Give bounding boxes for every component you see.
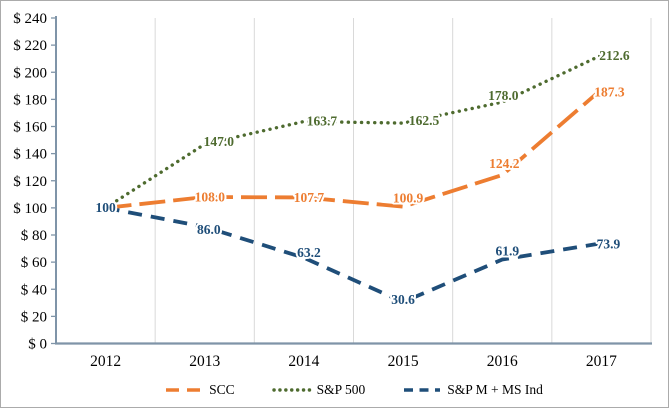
series-line-s-p-500 — [103, 53, 604, 210]
x-tick-label: 2017 — [586, 353, 617, 370]
y-tick-label: $ 140 — [13, 147, 47, 163]
legend-marker-sp-m-ms-ind-line — [404, 388, 441, 392]
data-label: 30.6 — [391, 292, 415, 307]
x-tick-label: 2012 — [90, 353, 121, 370]
y-tick-label: $ 220 — [13, 38, 47, 54]
y-tick-label: $ 20 — [21, 309, 47, 325]
data-label: 124.2 — [489, 156, 520, 171]
series-line-scc — [105, 88, 603, 210]
legend-item-scc: SCC — [164, 383, 235, 397]
y-tick-label: $ 100 — [13, 201, 47, 217]
data-label: 162.5 — [409, 113, 440, 128]
data-label: 61.9 — [495, 244, 519, 259]
y-tick-label: $ 240 — [13, 11, 47, 27]
y-tick-label: $ 200 — [13, 65, 47, 81]
data-label: 86.0 — [197, 222, 221, 237]
x-tick-label: 2014 — [288, 353, 319, 370]
y-tick-label: $ 120 — [13, 174, 47, 190]
y-tick-label: $ 60 — [21, 255, 47, 271]
data-label: 108.0 — [195, 190, 226, 205]
series-line-s-p-m-ms-ind — [105, 206, 602, 304]
legend-marker-sp500-line — [271, 388, 312, 392]
data-label: 63.2 — [297, 245, 321, 260]
y-tick-label: $ 80 — [21, 228, 47, 244]
data-label: 100.9 — [393, 191, 424, 206]
legend-label-sp-m-ms-ind: S&P M + MS Ind — [447, 382, 543, 398]
legend-item-sp-m-ms-ind: S&P M + MS Ind — [402, 383, 543, 397]
y-tick-label: $ 180 — [13, 92, 47, 108]
y-tick-label: $ 160 — [13, 120, 47, 136]
data-label: 107.7 — [294, 190, 325, 205]
legend-item-sp500: S&P 500 — [271, 382, 366, 398]
data-label: 187.3 — [594, 84, 625, 99]
chart-legend: SCC S&P 500 S&P M + MS Ind — [56, 379, 651, 401]
data-label: 178.0 — [488, 88, 519, 103]
legend-label-sp500: S&P 500 — [316, 382, 366, 398]
data-label: 163.7 — [307, 113, 338, 128]
data-label: 100 — [95, 200, 116, 215]
y-tick-label: $ 0 — [28, 337, 47, 353]
legend-label-scc: SCC — [209, 382, 235, 398]
data-label: 212.6 — [599, 48, 630, 63]
y-tick-label: $ 40 — [21, 282, 47, 298]
data-label: 147.0 — [204, 134, 235, 149]
x-tick-label: 2013 — [189, 353, 220, 370]
x-tick-label: 2016 — [487, 353, 518, 370]
legend-marker-scc-line — [166, 388, 203, 392]
data-label: 73.9 — [597, 236, 621, 251]
x-tick-label: 2015 — [388, 353, 419, 370]
